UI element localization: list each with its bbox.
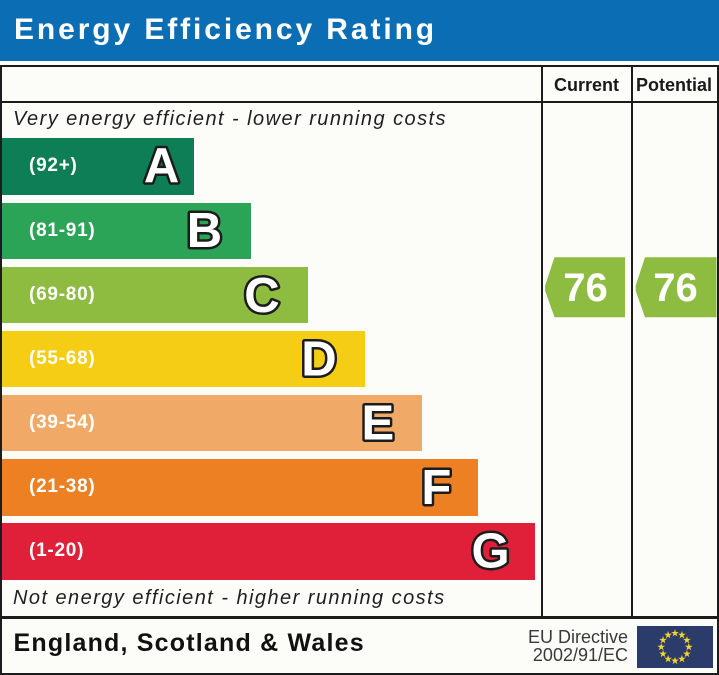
svg-text:E: E: [361, 396, 394, 450]
svg-text:76: 76: [563, 266, 608, 310]
svg-text:F: F: [421, 461, 451, 515]
svg-text:G: G: [472, 524, 510, 578]
svg-text:B: B: [187, 204, 222, 258]
svg-text:76: 76: [653, 266, 698, 310]
svg-text:C: C: [244, 269, 279, 323]
svg-text:D: D: [301, 333, 336, 387]
svg-text:A: A: [144, 139, 179, 193]
